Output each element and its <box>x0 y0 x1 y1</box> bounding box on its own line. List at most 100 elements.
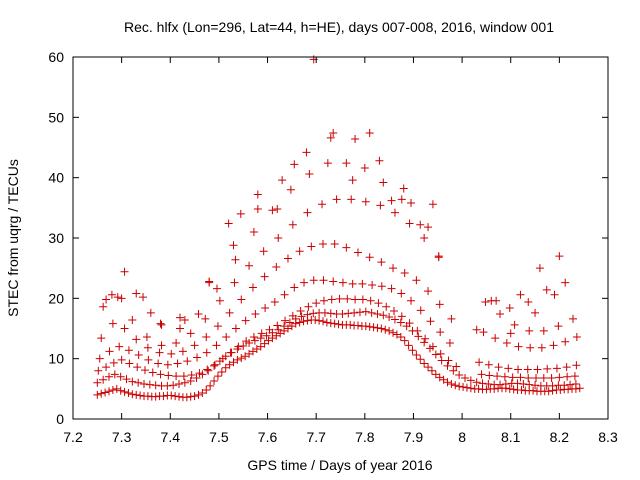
data-point <box>570 372 579 381</box>
data-point <box>173 359 182 368</box>
data-point <box>311 316 320 325</box>
data-point <box>290 160 299 169</box>
data-point <box>561 337 570 346</box>
data-point <box>365 253 374 262</box>
data-point <box>144 355 153 364</box>
data-point <box>407 296 416 305</box>
data-point <box>125 359 134 368</box>
data-point <box>547 373 556 382</box>
data-point <box>326 309 335 318</box>
data-point <box>485 371 494 380</box>
data-point <box>481 297 490 306</box>
data-point <box>568 314 577 323</box>
data-point <box>290 283 299 292</box>
x-tick-label: 7.4 <box>161 429 181 445</box>
x-tick-label: 8.2 <box>550 429 570 445</box>
data-point <box>261 303 270 312</box>
data-point <box>400 268 409 277</box>
data-point <box>171 392 180 401</box>
data-point <box>132 335 141 344</box>
data-point <box>354 321 363 330</box>
data-point <box>342 159 351 168</box>
data-point <box>224 219 233 228</box>
data-point <box>361 322 370 331</box>
data-point <box>163 360 172 369</box>
data-point <box>212 341 221 350</box>
data-point <box>373 323 382 332</box>
data-point <box>299 317 308 326</box>
data-point <box>477 370 486 379</box>
data-point <box>136 391 145 400</box>
data-point <box>155 348 164 357</box>
data-point <box>309 276 318 285</box>
data-point <box>319 276 328 285</box>
data-point <box>426 317 435 326</box>
data-point <box>472 378 481 387</box>
data-point <box>367 308 376 317</box>
data-point <box>523 365 532 374</box>
y-axis-ticks: 0 10 20 30 40 50 60 <box>48 49 608 427</box>
y-tick-label: 10 <box>48 351 64 367</box>
y-tick-label: 40 <box>48 170 64 186</box>
x-tick-label: 8.3 <box>598 429 618 445</box>
data-point <box>474 384 483 393</box>
data-point <box>288 220 297 229</box>
data-point <box>408 346 417 355</box>
data-point <box>451 381 460 390</box>
data-point <box>475 358 484 367</box>
data-point <box>360 164 369 173</box>
data-point <box>420 359 429 368</box>
data-point <box>186 329 195 338</box>
x-tick-label: 7.6 <box>258 429 278 445</box>
data-point <box>346 320 355 329</box>
y-tick-label: 20 <box>48 290 64 306</box>
data-point <box>128 377 137 386</box>
data-point <box>156 319 165 328</box>
data-point <box>167 349 176 358</box>
data-point <box>379 178 388 187</box>
data-point <box>452 362 461 371</box>
data-point <box>175 380 184 389</box>
data-point <box>510 320 519 329</box>
data-point <box>295 318 304 327</box>
data-point <box>251 310 260 319</box>
data-point <box>202 348 211 357</box>
data-point <box>205 278 214 287</box>
data-point <box>374 299 383 308</box>
data-point <box>561 278 570 287</box>
data-point <box>241 316 250 325</box>
data-point <box>389 264 398 273</box>
x-tick-label: 7.2 <box>63 429 83 445</box>
data-point <box>239 341 248 350</box>
data-point <box>303 208 312 217</box>
data-point <box>203 365 212 374</box>
data-point <box>443 361 452 370</box>
data-point <box>97 389 106 398</box>
data-point <box>326 319 335 328</box>
data-point <box>416 220 425 229</box>
data-point <box>435 300 444 309</box>
data-point <box>493 372 502 381</box>
x-axis-ticks: 7.2 7.3 7.4 7.5 7.6 7.7 7.8 7.9 8 8.1 8.2 8.3 <box>63 57 618 445</box>
data-point <box>504 364 513 373</box>
data-point <box>260 272 269 281</box>
data-point <box>274 325 283 334</box>
data-point <box>461 373 470 382</box>
data-point <box>110 370 119 379</box>
data-point <box>202 386 211 395</box>
data-point <box>444 356 453 365</box>
data-point <box>443 378 452 387</box>
data-point <box>213 322 222 331</box>
data-point <box>250 336 259 345</box>
data-point <box>376 201 385 210</box>
data-point <box>428 200 437 209</box>
data-point <box>237 295 246 304</box>
data-point <box>163 381 172 390</box>
data-point <box>412 276 421 285</box>
data-point <box>524 373 533 382</box>
data-point <box>143 392 152 401</box>
data-point <box>128 390 137 399</box>
data-point <box>176 324 184 333</box>
data-point <box>436 349 445 358</box>
data-point <box>116 386 125 395</box>
